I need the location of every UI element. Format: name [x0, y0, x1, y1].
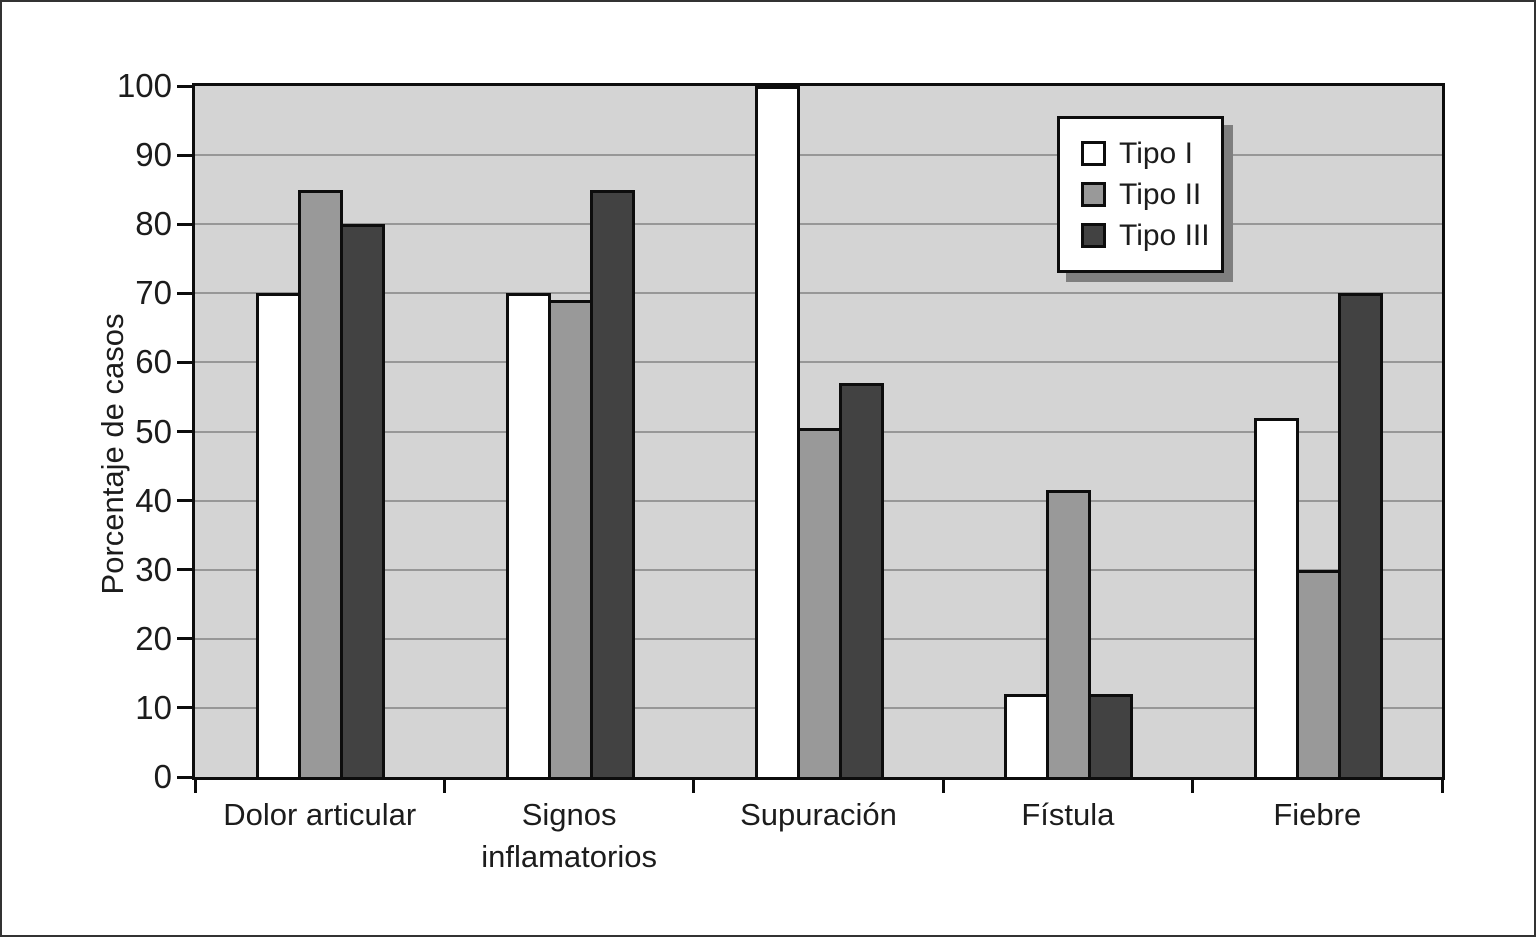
y-tick-mark	[177, 775, 193, 779]
y-tick-mark	[177, 568, 193, 572]
bar-tipo-iii	[839, 383, 884, 777]
category-label: Signos inflamatorios	[481, 797, 657, 874]
y-tick-label: 40	[135, 481, 172, 519]
y-tick-label: 20	[135, 619, 172, 657]
y-tick-mark	[177, 637, 193, 641]
x-tick-mark	[442, 779, 446, 793]
bar-tipo-i	[1253, 417, 1299, 777]
bar-tipo-i	[1004, 694, 1050, 777]
category-label: Dolor articular	[223, 797, 417, 832]
x-tick-mark	[692, 779, 696, 793]
x-tick-mark	[1440, 779, 1444, 793]
bar-tipo-i	[256, 293, 302, 777]
y-tick-label: 60	[135, 343, 172, 381]
y-tick-label: 100	[116, 67, 172, 104]
bar-tipo-ii	[797, 428, 842, 777]
legend-swatch-tipo-ii	[1081, 182, 1106, 207]
legend-item-label: Tipo II	[1119, 177, 1202, 211]
gridline	[195, 361, 1442, 364]
bar-tipo-iii	[1337, 293, 1383, 777]
y-tick-mark	[177, 153, 193, 157]
y-tick-label: 0	[153, 758, 172, 795]
bar-tipo-ii	[547, 300, 593, 777]
y-tick-label: 10	[135, 688, 172, 726]
y-tick-mark	[177, 222, 193, 226]
y-tick-label: 30	[135, 550, 172, 588]
legend-swatch-tipo-iii	[1081, 223, 1106, 248]
y-tick-mark	[177, 360, 193, 364]
y-tick-label: 80	[135, 205, 172, 243]
plot-area	[192, 83, 1445, 780]
y-tick-label: 90	[135, 136, 172, 174]
bar-tipo-iii	[340, 224, 386, 777]
bar-tipo-ii	[298, 189, 344, 777]
gridline	[195, 223, 1442, 226]
bar-tipo-ii	[1295, 569, 1341, 777]
x-tick-mark	[941, 779, 945, 793]
gridline	[195, 154, 1442, 157]
y-tick-mark	[177, 706, 193, 710]
legend-item: Tipo I	[1081, 136, 1221, 170]
legend-item: Tipo III	[1081, 218, 1221, 252]
legend-swatch-tipo-i	[1081, 141, 1106, 166]
y-tick-mark	[177, 84, 193, 88]
y-tick-label: 70	[135, 274, 172, 312]
legend: Tipo I Tipo II Tipo III	[1057, 116, 1224, 273]
bar-tipo-iii	[1088, 694, 1134, 777]
x-tick-mark	[193, 779, 197, 793]
category-label: Fiebre	[1273, 797, 1362, 832]
bar-tipo-i	[755, 86, 800, 777]
y-tick-mark	[177, 291, 193, 295]
bar-tipo-i	[505, 293, 551, 777]
legend-item-label: Tipo I	[1119, 136, 1193, 170]
legend-item: Tipo II	[1081, 177, 1221, 211]
category-label: Fístula	[1021, 797, 1115, 832]
legend-item-label: Tipo III	[1119, 218, 1210, 252]
y-tick-mark	[177, 499, 193, 503]
gridline	[195, 292, 1442, 295]
y-tick-label: 50	[135, 412, 172, 450]
category-label: Supuración	[740, 797, 897, 832]
bar-tipo-iii	[589, 189, 635, 777]
bar-tipo-ii	[1046, 490, 1092, 777]
x-tick-mark	[1191, 779, 1195, 793]
y-tick-mark	[177, 430, 193, 433]
